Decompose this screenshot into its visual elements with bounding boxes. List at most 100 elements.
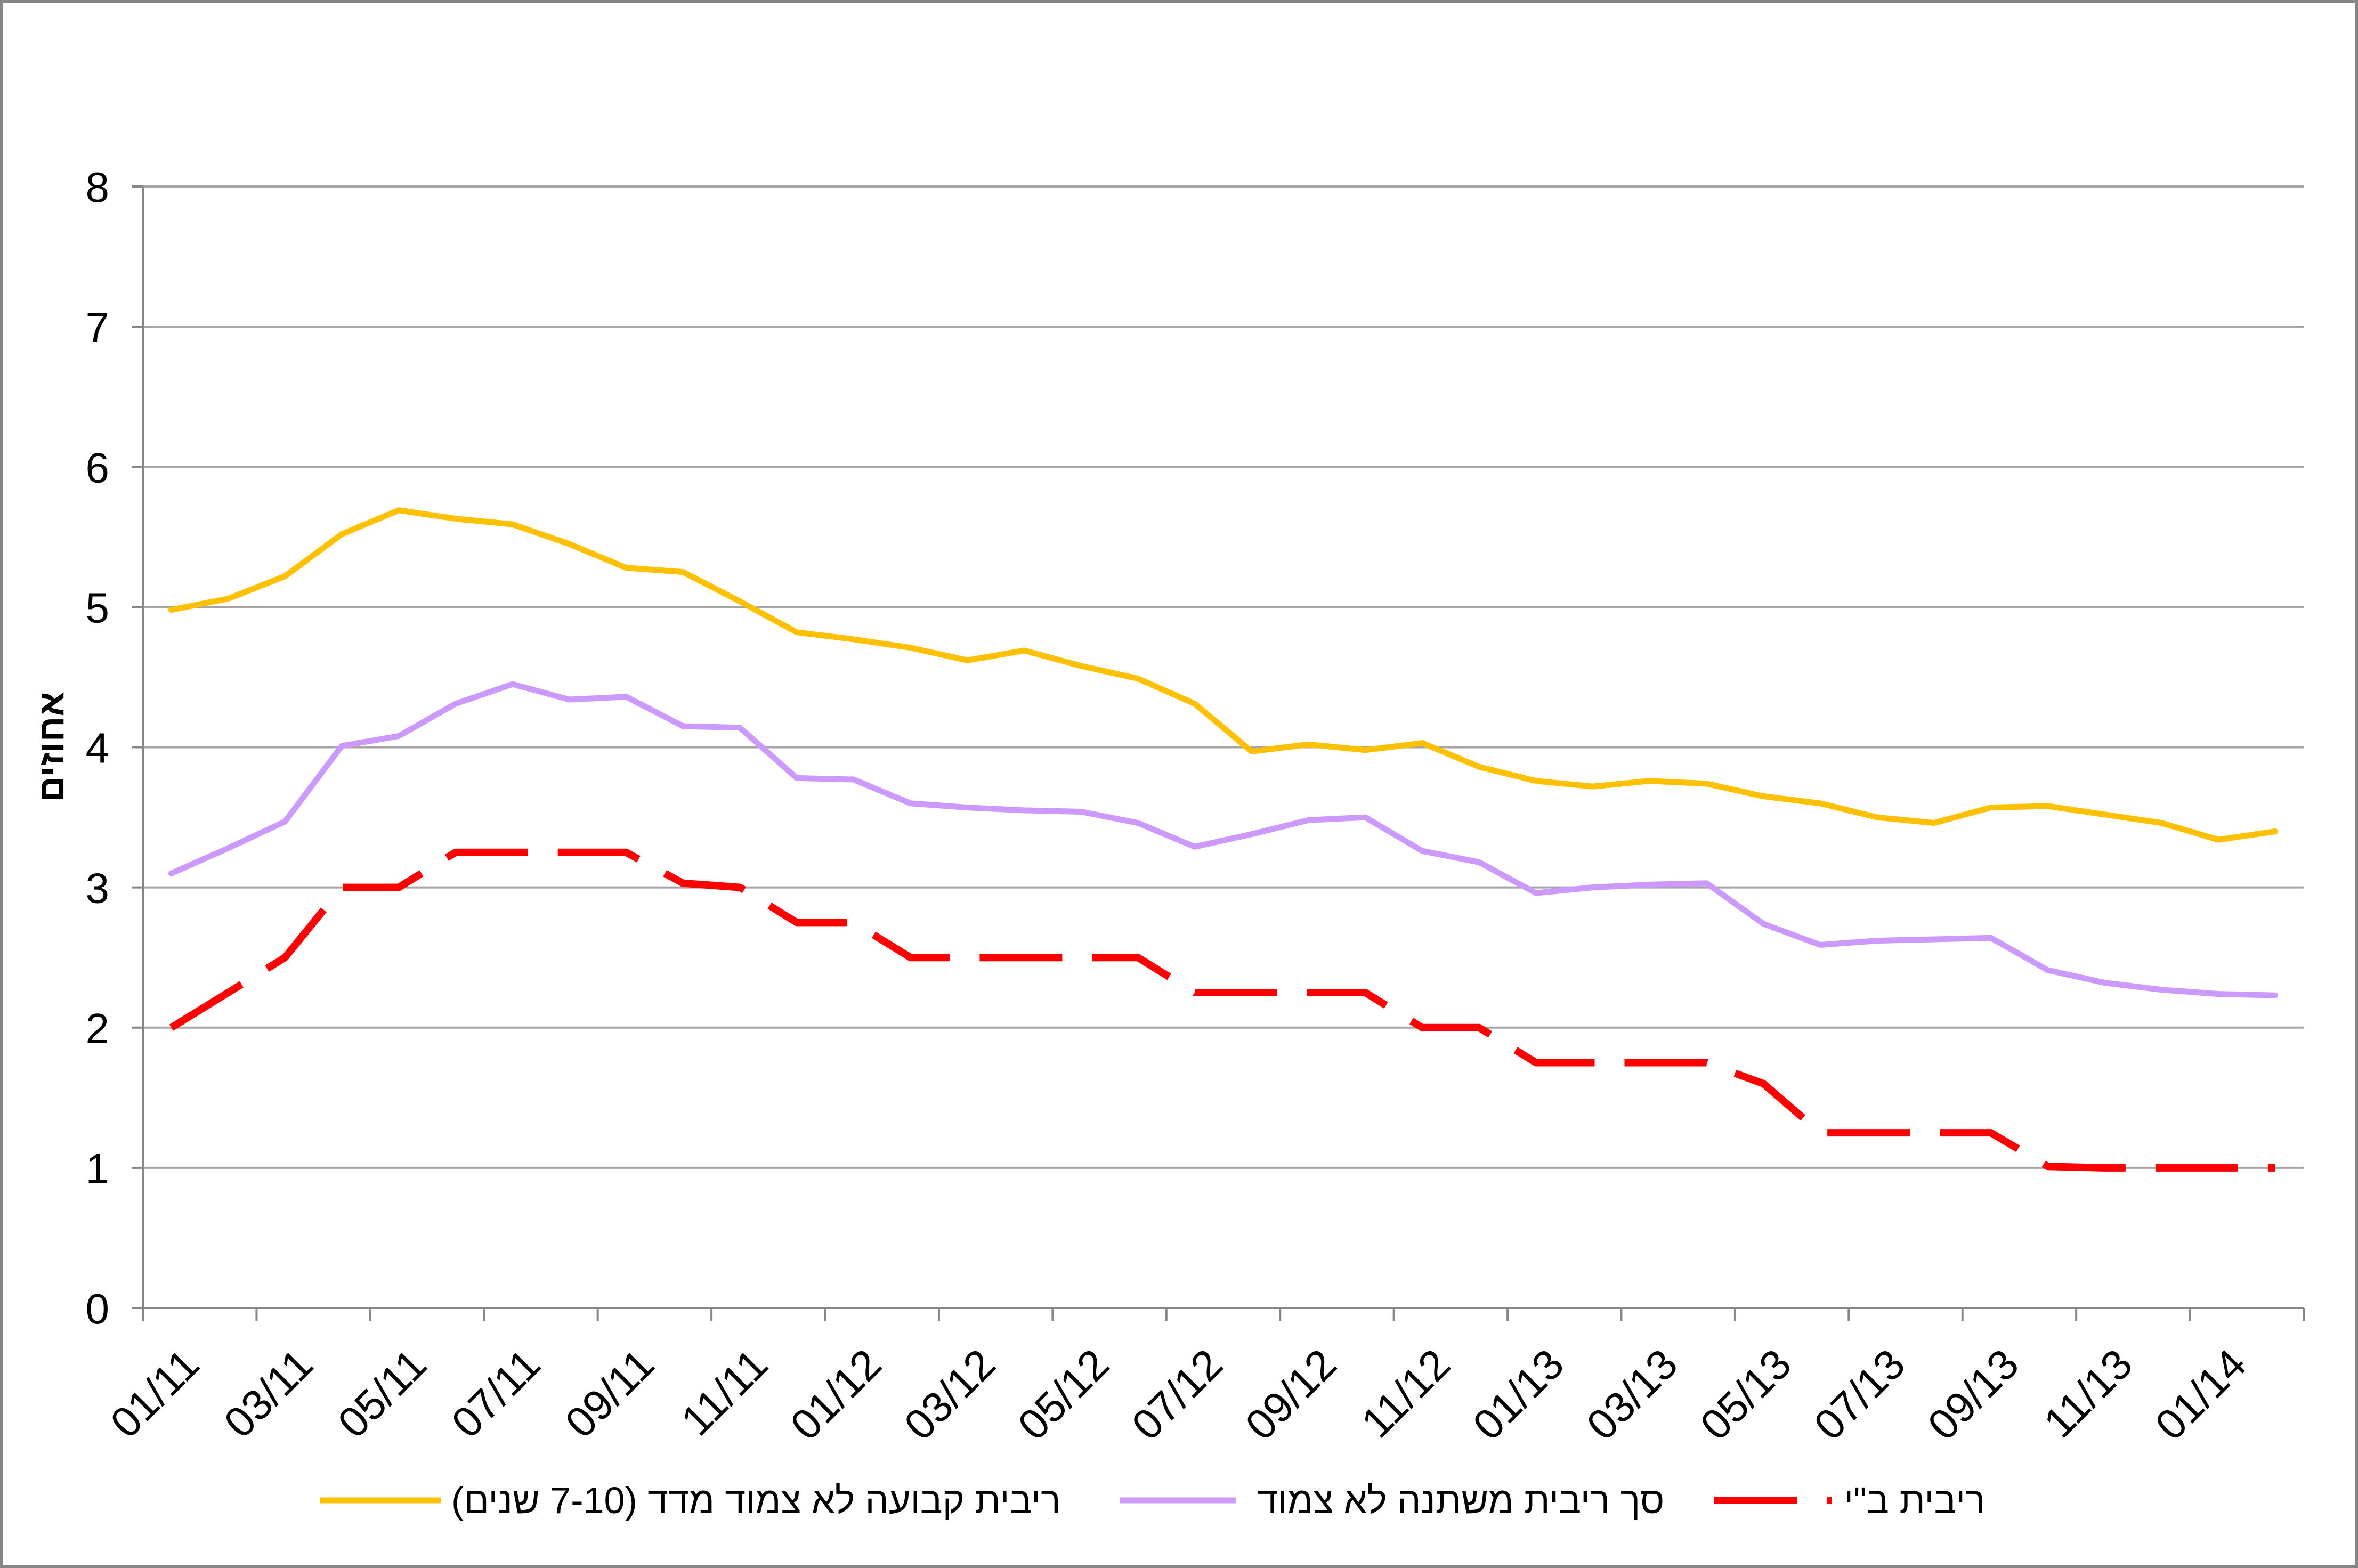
data-point [1476, 764, 1482, 770]
data-point [2215, 991, 2221, 997]
data-point [395, 884, 402, 891]
series-line [169, 848, 2275, 1172]
data-point [1988, 805, 1994, 810]
series-line [168, 681, 2279, 998]
data-point [1306, 742, 1311, 748]
data-point [1931, 820, 1937, 826]
data-point [963, 954, 971, 961]
data-point [680, 724, 686, 729]
data-point [1192, 844, 1198, 850]
y-tick-label: 0 [86, 1285, 110, 1333]
gridlines [143, 185, 2304, 1169]
data-point [1078, 663, 1084, 669]
data-point [167, 1024, 175, 1031]
data-point [1647, 778, 1652, 784]
y-tick-label: 7 [86, 304, 110, 351]
data-point [907, 645, 913, 651]
data-point [1192, 701, 1198, 706]
data-point [1874, 815, 1880, 820]
series-2 [168, 681, 2279, 998]
series-lines [167, 507, 2279, 1172]
data-point [1249, 749, 1254, 754]
data-point [566, 541, 572, 547]
data-point [2215, 837, 2221, 843]
data-point [1761, 793, 1767, 799]
data-point [225, 596, 231, 602]
data-point [1760, 1080, 1767, 1087]
data-point [1249, 831, 1254, 837]
data-point [2159, 987, 2165, 993]
data-point [907, 954, 914, 961]
data-point [1135, 820, 1141, 826]
data-point [1704, 781, 1709, 786]
data-point [1703, 1059, 1711, 1067]
y-tick-label: 4 [86, 725, 110, 772]
data-point [2045, 803, 2051, 809]
legend-label-boi-rate: ריבית ב"י [1844, 1480, 1986, 1521]
data-point [965, 805, 970, 810]
data-point [2044, 1163, 2052, 1170]
data-point [339, 743, 345, 749]
data-point [1420, 848, 1425, 854]
data-point [794, 775, 800, 781]
data-point [622, 849, 630, 856]
data-point [2215, 1164, 2222, 1172]
data-point [282, 819, 288, 825]
data-point [623, 694, 629, 700]
legend-label-variable-rate: סך ריבית משתנה לא צמוד [1257, 1480, 1665, 1521]
data-point [1874, 938, 1880, 944]
data-point [452, 516, 458, 522]
data-point [1419, 1024, 1426, 1031]
data-point [679, 880, 687, 887]
data-point [794, 629, 800, 635]
series-1 [168, 507, 2279, 843]
data-point [737, 598, 743, 604]
data-point [1022, 647, 1027, 653]
data-point [1647, 882, 1652, 888]
y-tick-labels: 0 1 2 3 4 5 6 7 8 [86, 164, 110, 1333]
data-point [850, 636, 856, 642]
data-point [1704, 880, 1709, 886]
data-point [2272, 1164, 2279, 1172]
data-point [1476, 1024, 1483, 1031]
y-tick-label: 3 [86, 865, 110, 912]
data-point [1020, 954, 1028, 961]
data-point [1817, 1129, 1824, 1136]
data-point [736, 884, 744, 891]
data-point [850, 777, 856, 783]
data-point [2102, 980, 2108, 986]
data-point [1987, 1129, 1995, 1136]
data-point [1590, 884, 1596, 890]
y-axis-title: אחוזים [31, 692, 71, 802]
data-point [1988, 935, 1994, 941]
data-point [1022, 807, 1027, 813]
data-point [1191, 989, 1198, 996]
data-point [1533, 890, 1539, 896]
y-tick-label: 2 [86, 1005, 110, 1052]
data-point [623, 565, 629, 571]
data-point [281, 954, 289, 961]
data-point [396, 733, 402, 739]
data-point [1931, 937, 1937, 943]
data-point [907, 800, 913, 806]
data-point [1134, 954, 1141, 961]
data-point [2045, 967, 2051, 973]
data-point [452, 701, 458, 706]
data-point [1818, 800, 1824, 806]
data-point [168, 607, 174, 613]
data-point [965, 657, 970, 663]
series-line [168, 507, 2279, 843]
data-point [1248, 989, 1255, 996]
y-tick-label: 5 [86, 584, 110, 631]
data-point [1306, 817, 1311, 823]
data-point [509, 522, 515, 527]
data-point [1761, 921, 1767, 927]
data-point [225, 846, 231, 851]
series-3 [167, 848, 2279, 1172]
data-point [565, 849, 573, 856]
data-point [2272, 993, 2278, 998]
data-point [1646, 1059, 1654, 1067]
data-point [1363, 815, 1368, 820]
